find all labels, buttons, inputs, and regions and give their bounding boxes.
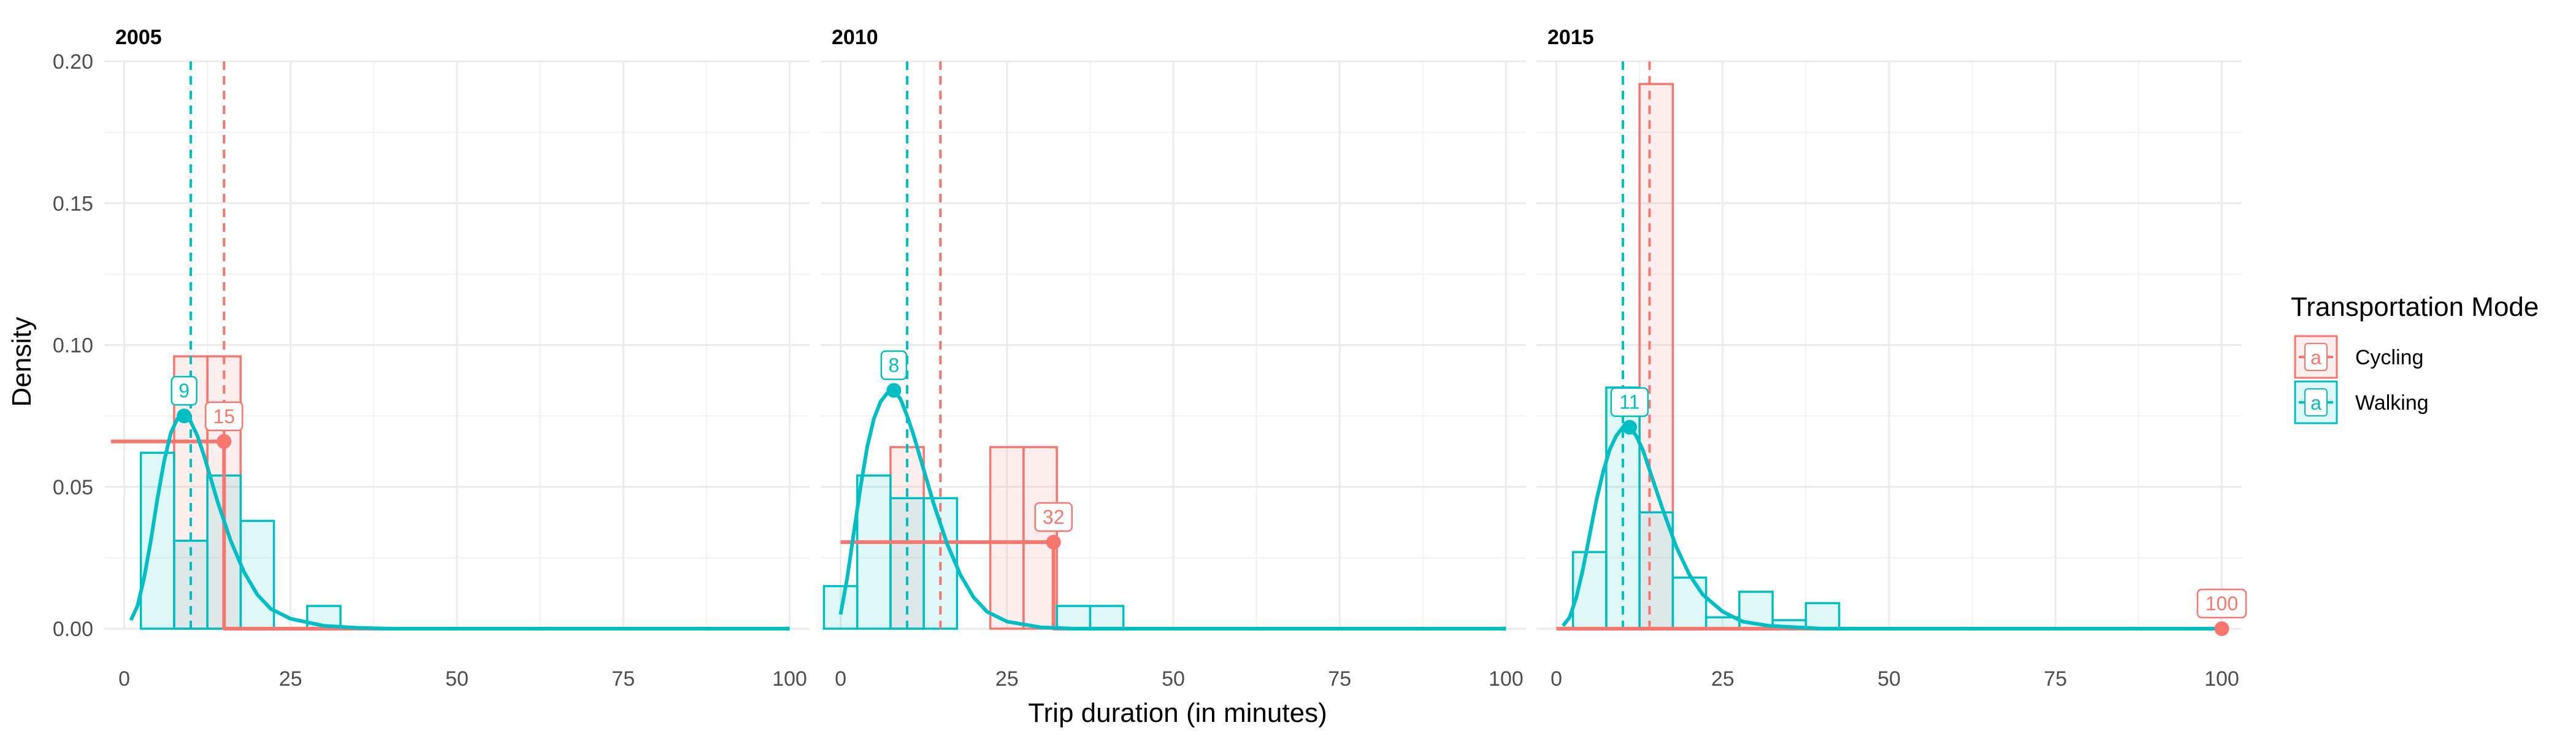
peak-label-walking: 11 — [1619, 391, 1639, 413]
histogram-bar-walking — [856, 474, 892, 630]
peak-label-walking: 8 — [888, 355, 899, 377]
peak-label-cycling: 100 — [2206, 592, 2238, 615]
x-tick-label: 0 — [835, 667, 846, 691]
x-tick-label: 50 — [1877, 667, 1901, 691]
x-tick-label: 75 — [1328, 667, 1351, 691]
y-tick-label: 0.15 — [53, 192, 93, 215]
histogram-bar-walking — [1638, 511, 1674, 630]
legend: Transportation Mode a Cycling a Walking — [2291, 292, 2539, 424]
legend-key-glyph-cycling: a — [2310, 347, 2321, 369]
panel-title: 2005 — [115, 26, 162, 49]
histogram-bar-walking — [139, 451, 175, 630]
peak-label-box-walking — [171, 375, 197, 406]
panels-layer: 2005 0 25 50 75 100 0.00 0.05 0.10 0.15 0.20 15 9 201… — [53, 26, 2247, 691]
y-tick-label: 0.00 — [53, 618, 93, 641]
panel-title: 2015 — [1547, 26, 1594, 49]
peak-label-box-cycling — [205, 401, 243, 431]
y-axis-title: Density — [7, 317, 37, 407]
x-tick-label: 75 — [611, 667, 635, 691]
peak-point-cycling — [1046, 534, 1061, 550]
x-tick-label: 25 — [279, 667, 302, 691]
x-tick-label: 100 — [1489, 667, 1524, 691]
peak-label-box-walking — [880, 350, 908, 380]
legend-label-cycling: Cycling — [2355, 346, 2423, 369]
histogram-bar-walking — [1089, 605, 1125, 630]
legend-key-label-box-cycling — [2304, 343, 2328, 371]
density-curve-walking — [129, 414, 790, 631]
x-tick-label: 0 — [118, 667, 130, 691]
peak-point-walking — [177, 408, 192, 424]
x-axis-title: Trip duration (in minutes) — [1028, 698, 1327, 728]
histogram-bar-cycling — [989, 446, 1025, 630]
legend-key-glyph-walking: a — [2310, 392, 2321, 414]
panel-2005: 2005 0 25 50 75 100 0.00 0.05 0.10 0.15 0.20 15 9 — [53, 26, 810, 691]
peak-point-cycling — [217, 434, 232, 449]
histogram-bar-walking — [1804, 602, 1841, 630]
peak-point-walking — [1622, 420, 1637, 435]
x-tick-label: 50 — [1162, 667, 1185, 691]
x-tick-label: 25 — [995, 667, 1019, 691]
density-curve-walking — [838, 388, 1506, 631]
peak-label-cycling: 15 — [213, 405, 235, 427]
peak-label-box-walking — [1610, 387, 1649, 417]
histogram-bar-walking — [239, 519, 275, 630]
panel-2015: 2015 0 25 50 75 100 100 11 — [1536, 26, 2247, 691]
legend-label-walking: Walking — [2355, 391, 2429, 415]
x-tick-label: 100 — [772, 667, 807, 691]
legend-item-walking: a Walking — [2294, 380, 2429, 424]
peak-label-cycling: 32 — [1043, 506, 1065, 528]
y-tick-label: 0.10 — [53, 334, 93, 358]
x-tick-label: 100 — [2204, 667, 2239, 691]
x-tick-label: 0 — [1551, 667, 1562, 691]
panel-title: 2010 — [832, 26, 878, 49]
peak-label-walking: 9 — [178, 380, 190, 402]
peak-point-walking — [886, 383, 902, 398]
peak-point-cycling — [2214, 621, 2229, 636]
legend-key-label-box-walking — [2304, 388, 2328, 416]
peak-label-box-cycling — [2196, 588, 2247, 619]
y-tick-label: 0.05 — [53, 476, 93, 499]
panel-2010: 2010 0 25 50 75 100 32 8 — [821, 26, 1526, 691]
histogram-bar-walking — [1671, 577, 1708, 630]
x-tick-label: 75 — [2044, 667, 2067, 691]
peak-label-box-cycling — [1034, 502, 1073, 532]
legend-item-cycling: a Cycling — [2294, 335, 2423, 379]
histogram-bar-walking — [1056, 605, 1092, 630]
x-tick-label: 25 — [1711, 667, 1735, 691]
y-tick-label: 0.20 — [53, 50, 93, 74]
legend-title: Transportation Mode — [2291, 292, 2539, 322]
histogram-bar-walking — [306, 605, 342, 630]
density-curve-walking — [1562, 425, 2222, 631]
x-tick-label: 50 — [445, 667, 469, 691]
